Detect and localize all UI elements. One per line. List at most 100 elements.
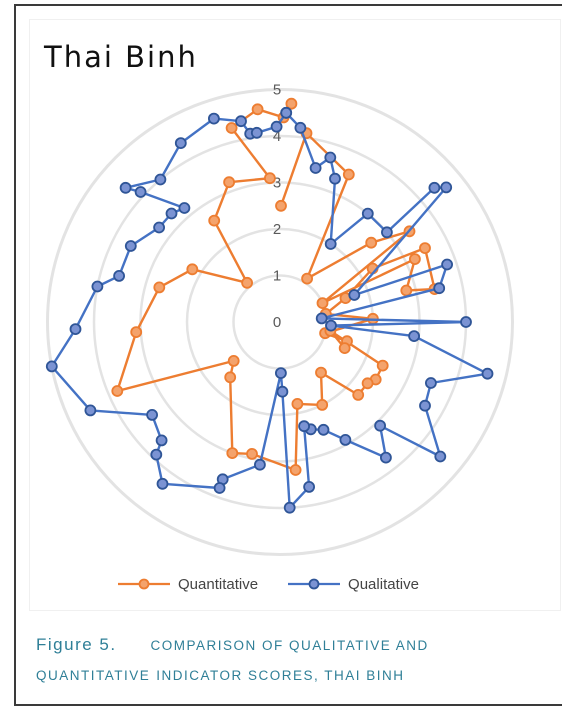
legend-item-quantitative: Quantitative [118, 576, 258, 593]
caption-text: Comparison of Qualitative and [151, 638, 429, 653]
data-point-quantitative [318, 298, 328, 308]
data-point-qualitative [441, 182, 451, 192]
data-point-qualitative [409, 331, 419, 341]
data-point-qualitative [276, 368, 286, 378]
data-point-qualitative [326, 239, 336, 249]
data-point-qualitative [71, 324, 81, 334]
data-point-qualitative [147, 410, 157, 420]
data-point-qualitative [255, 460, 265, 470]
data-point-qualitative [157, 435, 167, 445]
data-point-qualitative [151, 450, 161, 460]
data-point-quantitative [302, 274, 312, 284]
data-point-qualitative [426, 378, 436, 388]
data-point-quantitative [242, 278, 252, 288]
data-point-quantitative [363, 378, 373, 388]
data-point-quantitative [291, 465, 301, 475]
r-tick-label: 5 [273, 82, 281, 99]
data-point-qualitative [381, 453, 391, 463]
caption-line2-rest: Indicator scores, Thai Binh [156, 668, 404, 683]
data-point-qualitative [434, 283, 444, 293]
data-point-qualitative [236, 116, 246, 126]
data-point-qualitative [442, 260, 452, 270]
data-point-qualitative [483, 369, 493, 379]
data-point-qualitative [126, 241, 136, 251]
legend-swatch-quantitative [118, 576, 170, 592]
data-point-qualitative [311, 163, 321, 173]
data-point-quantitative [366, 238, 376, 248]
data-point-quantitative [131, 327, 141, 337]
data-point-quantitative [292, 399, 302, 409]
data-point-qualitative [179, 203, 189, 213]
data-point-quantitative [227, 448, 237, 458]
data-point-qualitative [209, 114, 219, 124]
data-point-qualitative [285, 503, 295, 513]
data-point-qualitative [317, 313, 327, 323]
caption-prefix: Figure 5. [36, 635, 117, 654]
chart-title: Thai Binh [44, 40, 198, 74]
data-point-qualitative [299, 421, 309, 431]
legend-label-qualitative: Qualitative [348, 576, 419, 593]
data-point-qualitative [215, 483, 225, 493]
data-point-qualitative [272, 122, 282, 132]
data-point-qualitative [319, 425, 329, 435]
legend-swatch-qualitative [288, 576, 340, 592]
data-point-quantitative [112, 386, 122, 396]
data-point-qualitative [155, 175, 165, 185]
data-point-quantitative [209, 216, 219, 226]
data-point-qualitative [461, 317, 471, 327]
data-point-quantitative [344, 170, 354, 180]
data-point-qualitative [92, 282, 102, 292]
caption-line-1: Figure 5. Comparison of Qualitative and [36, 630, 562, 661]
figure-caption: Figure 5. Comparison of Qualitative and … [36, 630, 562, 691]
data-point-qualitative [325, 153, 335, 163]
data-point-quantitative [253, 104, 263, 114]
data-point-qualitative [349, 290, 359, 300]
data-point-qualitative [304, 482, 314, 492]
r-tick-label: 2 [273, 221, 281, 238]
data-point-qualitative [85, 405, 95, 415]
caption-line-2: Quantitative Indicator scores, Thai Binh [36, 661, 562, 691]
data-point-quantitative [276, 201, 286, 211]
data-point-quantitative [225, 372, 235, 382]
data-point-qualitative [114, 271, 124, 281]
data-point-quantitative [378, 361, 388, 371]
legend-item-qualitative: Qualitative [288, 576, 419, 593]
data-point-qualitative [136, 187, 146, 197]
data-point-qualitative [382, 227, 392, 237]
data-point-qualitative [277, 387, 287, 397]
r-tick-label: 1 [273, 268, 281, 285]
data-point-qualitative [326, 321, 336, 331]
data-point-quantitative [187, 264, 197, 274]
legend-label-quantitative: Quantitative [178, 576, 258, 593]
radar-chart: 0 1 2 3 4 5 [0, 0, 562, 620]
data-point-quantitative [410, 254, 420, 264]
data-point-quantitative [317, 400, 327, 410]
data-point-qualitative [420, 401, 430, 411]
data-point-quantitative [401, 286, 411, 296]
data-point-qualitative [154, 223, 164, 233]
data-point-qualitative [167, 209, 177, 219]
legend: Quantitative Qualitative [118, 572, 419, 596]
data-point-quantitative [340, 343, 350, 353]
data-point-qualitative [252, 128, 262, 138]
data-point-qualitative [281, 108, 291, 118]
data-point-quantitative [227, 123, 237, 133]
data-point-quantitative [229, 356, 239, 366]
data-point-quantitative [420, 243, 430, 253]
data-point-quantitative [316, 368, 326, 378]
r-tick-label: 0 [273, 314, 281, 331]
data-point-qualitative [121, 183, 131, 193]
data-point-quantitative [224, 177, 234, 187]
data-point-qualitative [295, 123, 305, 133]
data-point-qualitative [435, 452, 445, 462]
data-point-quantitative [265, 173, 275, 183]
data-point-quantitative [154, 282, 164, 292]
data-point-qualitative [375, 421, 385, 431]
data-point-qualitative [330, 174, 340, 184]
data-point-quantitative [247, 449, 257, 459]
data-point-qualitative [176, 138, 186, 148]
data-point-qualitative [158, 479, 168, 489]
data-point-qualitative [47, 361, 57, 371]
series-line-qualitative [52, 113, 488, 508]
data-point-qualitative [429, 183, 439, 193]
